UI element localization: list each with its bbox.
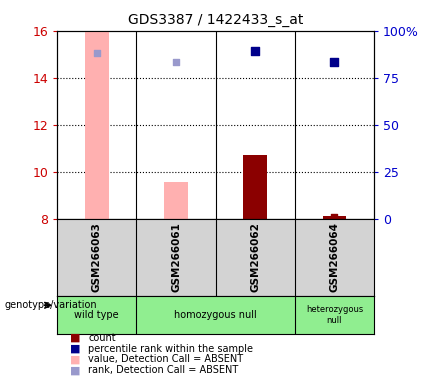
Text: value, Detection Call = ABSENT: value, Detection Call = ABSENT [88,354,243,364]
Text: homozygous null: homozygous null [174,310,257,320]
Text: GSM266064: GSM266064 [330,222,339,292]
Title: GDS3387 / 1422433_s_at: GDS3387 / 1422433_s_at [128,13,303,27]
Point [172,214,180,220]
Text: genotype/variation: genotype/variation [4,300,97,310]
Text: GSM266063: GSM266063 [92,222,102,292]
Text: count: count [88,333,116,343]
Text: rank, Detection Call = ABSENT: rank, Detection Call = ABSENT [88,365,238,375]
Bar [323,216,346,219]
Point [252,48,259,54]
Text: GSM266062: GSM266062 [250,222,260,292]
Text: ■: ■ [70,365,80,375]
Text: ■: ■ [70,354,80,364]
Point [93,50,100,56]
Text: GSM266061: GSM266061 [171,222,181,292]
Point [331,59,338,65]
Point [93,214,100,220]
Text: ■: ■ [70,344,80,354]
Bar [85,31,109,219]
Point [252,214,259,220]
Bar [243,156,267,219]
Text: heterozygous
null: heterozygous null [306,305,363,324]
Point [331,214,338,220]
Text: percentile rank within the sample: percentile rank within the sample [88,344,253,354]
Bar [164,182,188,219]
Text: wild type: wild type [74,310,119,320]
Text: ■: ■ [70,333,80,343]
Point [172,60,180,66]
